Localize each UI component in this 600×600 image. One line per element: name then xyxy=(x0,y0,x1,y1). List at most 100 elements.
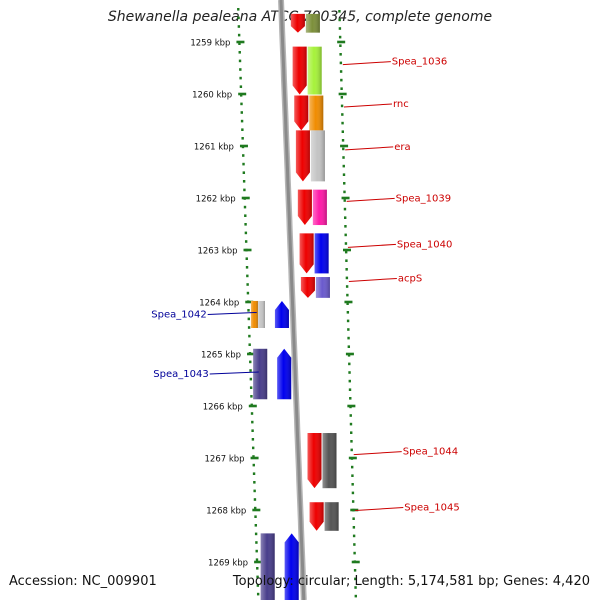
tick-dot xyxy=(237,33,241,37)
gene-feature[interactable] xyxy=(312,189,327,226)
tick-dot xyxy=(238,42,241,45)
gene-label[interactable]: Spea_1044 xyxy=(403,447,458,458)
gene-feature[interactable] xyxy=(309,95,324,131)
tick-dot xyxy=(351,500,355,503)
tick-dot xyxy=(344,250,348,254)
tick-dot xyxy=(343,182,346,185)
tick-dot xyxy=(250,412,254,415)
tick-dot xyxy=(249,386,253,389)
gene-arrow[interactable] xyxy=(274,300,289,328)
gene-feature[interactable] xyxy=(257,300,265,328)
tick-dot xyxy=(340,78,343,82)
gene-arrow[interactable] xyxy=(299,233,314,274)
gene-label[interactable]: rnc xyxy=(393,99,409,110)
major-tick xyxy=(238,92,247,96)
tick-dot xyxy=(251,420,254,424)
label-leader xyxy=(209,371,259,375)
major-tick xyxy=(338,92,347,96)
gene-label[interactable]: Spea_1045 xyxy=(404,503,459,514)
tick-dot xyxy=(339,44,342,47)
tick-dot xyxy=(353,543,356,546)
tick-dot xyxy=(343,199,346,202)
tick-dot xyxy=(341,113,344,116)
gene-arrow[interactable] xyxy=(277,348,292,400)
gene-feature[interactable] xyxy=(322,433,337,489)
genome-backbone-core xyxy=(279,0,306,600)
genes-layer xyxy=(250,13,339,600)
tick-dot xyxy=(349,414,352,417)
gene-arrow[interactable] xyxy=(295,130,310,182)
tick-dot xyxy=(343,207,347,211)
gene-feature[interactable] xyxy=(307,46,322,95)
gene-label[interactable]: acpS xyxy=(398,273,422,284)
tick-dot xyxy=(338,35,342,39)
tick-dot xyxy=(254,515,257,518)
major-tick xyxy=(350,508,359,512)
tick-dot xyxy=(344,233,347,237)
gene-label[interactable]: Spea_1039 xyxy=(396,193,451,204)
topology-label: Topology: circular; Length: 5,174,581 bp… xyxy=(232,574,590,589)
tick-dot xyxy=(350,465,354,469)
tick-dot xyxy=(252,463,255,467)
tick-dot xyxy=(350,431,353,434)
tick-label: 1266 kbp xyxy=(203,403,243,413)
gene-label[interactable]: era xyxy=(394,142,410,153)
gene-arrow[interactable] xyxy=(292,46,307,95)
tick-dot xyxy=(243,205,247,209)
tick-dot xyxy=(347,336,350,340)
tick-dot xyxy=(256,575,259,579)
gene-arrow[interactable] xyxy=(307,433,322,489)
gene-arrow[interactable] xyxy=(300,277,315,298)
tick-dot xyxy=(242,171,246,174)
gene-feature[interactable] xyxy=(314,233,329,274)
tick-dot xyxy=(338,27,342,30)
gene-feature[interactable] xyxy=(324,502,339,531)
tick-dot xyxy=(255,549,258,553)
tick-dot xyxy=(250,395,253,398)
tick-label: 1261 kbp xyxy=(194,143,234,153)
gene-feature[interactable] xyxy=(315,277,330,298)
gene-feature[interactable] xyxy=(305,13,320,33)
tick-dot xyxy=(340,104,344,108)
gene-arrow[interactable] xyxy=(284,533,299,600)
tick-dot xyxy=(351,491,355,495)
tick-dot xyxy=(352,526,356,529)
gene-arrow[interactable] xyxy=(309,502,324,531)
gene-feature[interactable] xyxy=(260,533,275,600)
tick-layer: 1259 kbp 1260 kbp 1261 kbp 1262 kbp 1263 kbp… xyxy=(190,8,360,598)
gene-feature[interactable] xyxy=(310,130,325,182)
label-leader xyxy=(207,311,257,315)
tick-dot xyxy=(247,317,250,321)
gene-arrow[interactable] xyxy=(297,189,312,226)
tick-dot xyxy=(243,188,246,192)
label-leader xyxy=(345,146,394,151)
gene-feature[interactable] xyxy=(253,348,268,400)
gene-label[interactable]: Spea_1040 xyxy=(397,239,452,250)
tick-dot xyxy=(342,156,345,159)
tick-dot xyxy=(241,128,244,131)
gene-arrow[interactable] xyxy=(290,13,305,33)
gene-label[interactable]: Spea_1042 xyxy=(151,309,206,320)
gene-label[interactable]: Spea_1043 xyxy=(153,369,208,380)
tick-dot xyxy=(354,594,357,598)
label-leader xyxy=(355,507,404,511)
tick-dot xyxy=(348,379,351,383)
gene-arrow[interactable] xyxy=(294,95,309,131)
gene-label[interactable]: Spea_1036 xyxy=(392,57,447,68)
tick-dot xyxy=(249,377,253,381)
tick-dot xyxy=(247,309,250,312)
backbone-layer xyxy=(278,0,307,600)
tick-dot xyxy=(345,285,349,288)
tick-dot xyxy=(254,506,257,510)
tick-dot xyxy=(256,567,259,570)
major-tick xyxy=(348,456,357,460)
tick-dot xyxy=(339,61,343,65)
tick-dot xyxy=(239,94,243,97)
tick-dot xyxy=(242,154,245,157)
gene-feature[interactable] xyxy=(250,300,258,328)
tick-dot xyxy=(249,360,252,364)
tick-dot xyxy=(339,70,343,73)
tick-dot xyxy=(346,302,349,305)
